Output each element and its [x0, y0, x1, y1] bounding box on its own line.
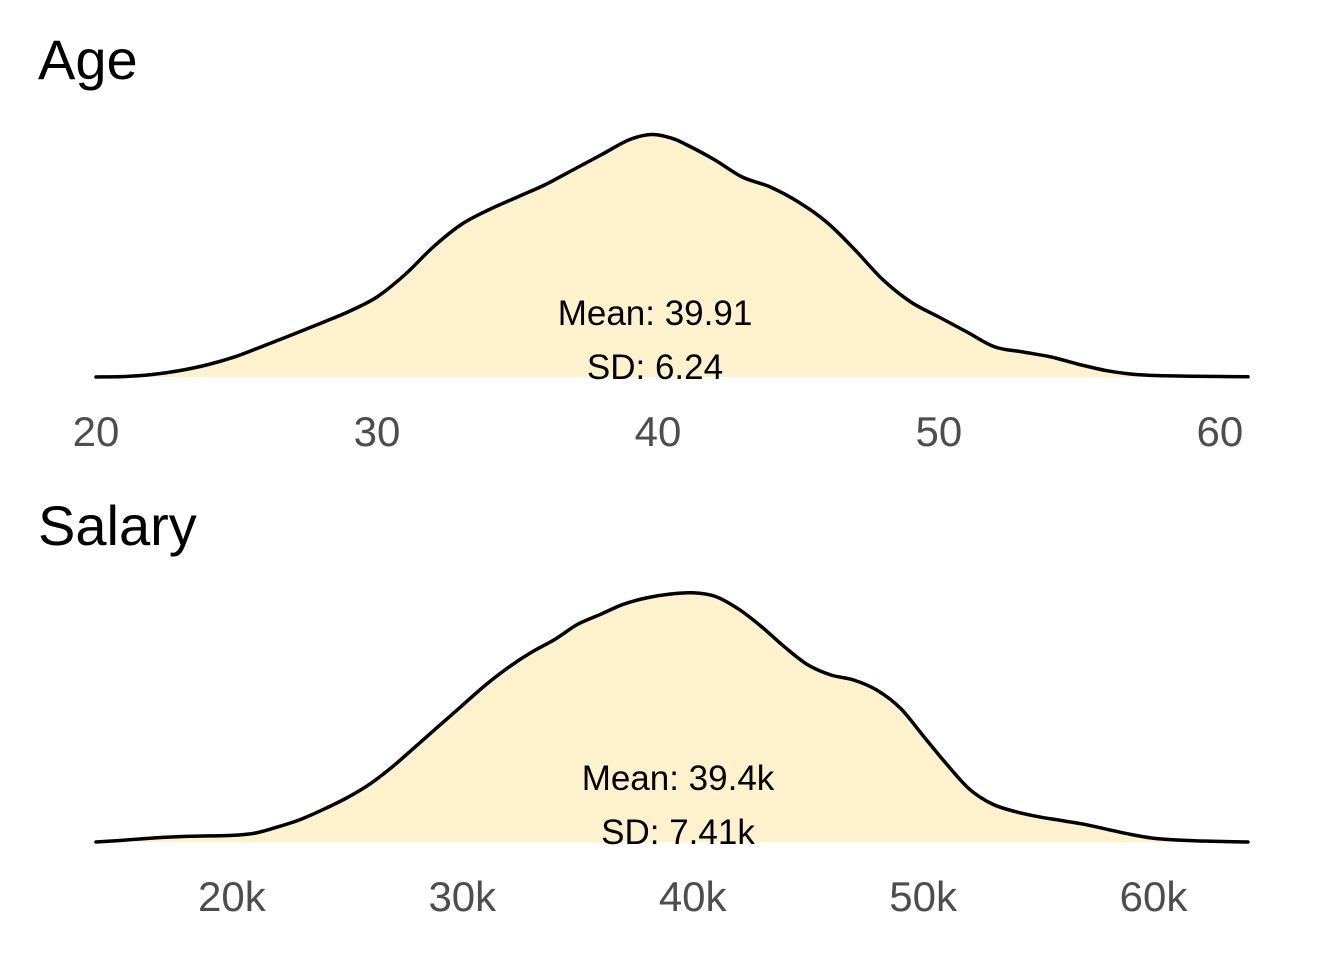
age-mean-label: Mean: 39.91	[558, 294, 753, 333]
salary-sd-label: SD: 7.41k	[601, 813, 755, 852]
age-x-axis-ticks: 20 30 40 50 60	[73, 408, 1244, 455]
age-sd-label: SD: 6.24	[587, 348, 723, 387]
x-tick-label: 60k	[1120, 873, 1189, 920]
age-panel-title: Age	[38, 28, 138, 91]
age-density-line	[94, 132, 1250, 379]
x-tick-label: 20k	[198, 873, 267, 920]
salary-panel: Salary Mean: 39.4k SD: 7.41k 20k 30k 40k 50…	[38, 494, 1250, 920]
x-tick-label: 50	[916, 408, 963, 455]
salary-x-axis-ticks: 20k 30k 40k 50k 60k	[198, 873, 1188, 920]
x-tick-label: 50k	[889, 873, 958, 920]
x-tick-label: 40k	[659, 873, 728, 920]
x-tick-label: 60	[1197, 408, 1244, 455]
x-tick-label: 30k	[428, 873, 497, 920]
age-panel: Age Mean: 39.91 SD: 6.24 20 30 40 50 60	[38, 28, 1250, 455]
x-tick-label: 20	[73, 408, 120, 455]
salary-density-area	[96, 592, 1248, 842]
x-tick-label: 30	[354, 408, 401, 455]
age-density-area	[96, 134, 1248, 377]
salary-panel-title: Salary	[38, 494, 197, 557]
x-tick-label: 40	[635, 408, 682, 455]
salary-mean-label: Mean: 39.4k	[582, 759, 775, 798]
salary-density-line	[94, 590, 1250, 844]
